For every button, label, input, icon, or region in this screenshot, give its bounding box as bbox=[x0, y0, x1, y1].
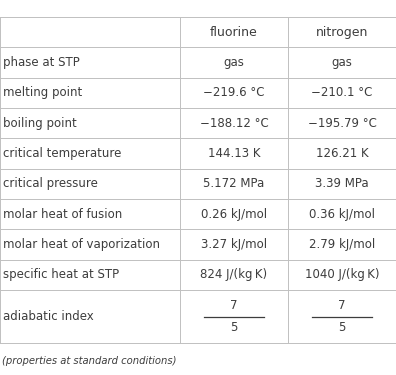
Text: molar heat of vaporization: molar heat of vaporization bbox=[3, 238, 160, 251]
Text: critical pressure: critical pressure bbox=[3, 177, 98, 190]
Text: nitrogen: nitrogen bbox=[316, 26, 368, 39]
Text: 1040 J/(kg K): 1040 J/(kg K) bbox=[305, 268, 379, 281]
Text: 2.79 kJ/mol: 2.79 kJ/mol bbox=[309, 238, 375, 251]
Text: gas: gas bbox=[331, 56, 352, 69]
Text: −195.79 °C: −195.79 °C bbox=[308, 117, 376, 130]
Text: phase at STP: phase at STP bbox=[3, 56, 80, 69]
Text: −219.6 °C: −219.6 °C bbox=[203, 86, 265, 99]
Text: 5.172 MPa: 5.172 MPa bbox=[204, 177, 265, 190]
Text: 3.27 kJ/mol: 3.27 kJ/mol bbox=[201, 238, 267, 251]
Text: 3.39 MPa: 3.39 MPa bbox=[315, 177, 369, 190]
Text: −210.1 °C: −210.1 °C bbox=[311, 86, 373, 99]
Text: melting point: melting point bbox=[3, 86, 82, 99]
Text: critical temperature: critical temperature bbox=[3, 147, 122, 160]
Text: 5: 5 bbox=[230, 321, 238, 334]
Text: (properties at standard conditions): (properties at standard conditions) bbox=[2, 356, 177, 366]
Text: 824 J/(kg K): 824 J/(kg K) bbox=[200, 268, 268, 281]
Text: specific heat at STP: specific heat at STP bbox=[3, 268, 119, 281]
Text: 0.26 kJ/mol: 0.26 kJ/mol bbox=[201, 208, 267, 220]
Text: 7: 7 bbox=[338, 299, 346, 312]
Text: 7: 7 bbox=[230, 299, 238, 312]
Text: fluorine: fluorine bbox=[210, 26, 258, 39]
Text: 5: 5 bbox=[338, 321, 346, 334]
Text: 126.21 K: 126.21 K bbox=[316, 147, 368, 160]
Text: −188.12 °C: −188.12 °C bbox=[200, 117, 268, 130]
Text: molar heat of fusion: molar heat of fusion bbox=[3, 208, 122, 220]
Text: 0.36 kJ/mol: 0.36 kJ/mol bbox=[309, 208, 375, 220]
Text: 144.13 K: 144.13 K bbox=[208, 147, 260, 160]
Text: adiabatic index: adiabatic index bbox=[3, 310, 94, 323]
Text: gas: gas bbox=[224, 56, 244, 69]
Text: boiling point: boiling point bbox=[3, 117, 77, 130]
